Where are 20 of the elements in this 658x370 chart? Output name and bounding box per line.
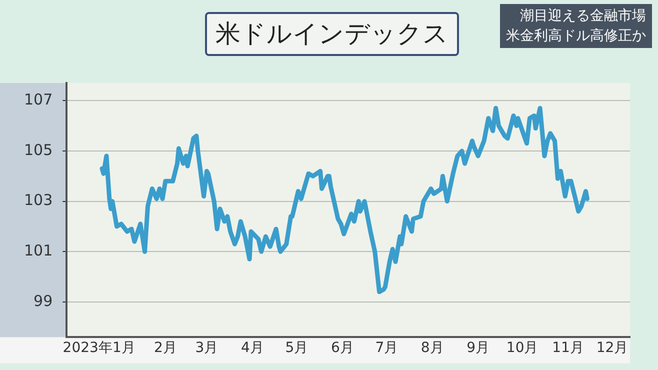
x-tick-label: 4月 bbox=[240, 340, 264, 356]
y-tick-label: 107 bbox=[24, 90, 53, 109]
x-tick-label: 12月 bbox=[596, 340, 628, 356]
x-tick-label: 9月 bbox=[466, 340, 490, 356]
text: 潮目迎える金融市場 bbox=[519, 7, 646, 26]
y-tick-label: 99 bbox=[34, 292, 53, 310]
x-tick-label: 2月 bbox=[154, 340, 177, 356]
x-tick-label: 2023年1月 bbox=[62, 340, 136, 356]
y-tick-label: 105 bbox=[24, 140, 53, 159]
x-tick-label: 10月 bbox=[506, 340, 538, 356]
y-tick-label: 101 bbox=[24, 242, 53, 260]
x-tick-label: 11月 bbox=[552, 340, 584, 356]
text: 米金利高ドル高修正か bbox=[506, 27, 646, 46]
x-tick-label: 8月 bbox=[420, 340, 444, 356]
x-tick-label: 6月 bbox=[330, 340, 354, 356]
chart-title: 米ドルインデックス bbox=[205, 12, 459, 56]
x-tick-label: 3月 bbox=[195, 340, 218, 356]
x-tick-label: 7月 bbox=[375, 340, 398, 356]
x-tick-label: 5月 bbox=[285, 340, 308, 356]
y-tick-label: 103 bbox=[24, 191, 53, 210]
